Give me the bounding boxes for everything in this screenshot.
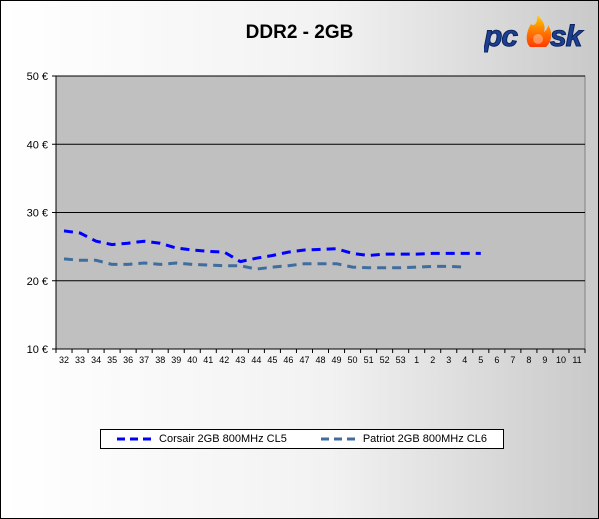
x-tick-label: 4 bbox=[462, 355, 467, 365]
legend-swatch-corsair bbox=[117, 437, 154, 441]
chart-title: DDR2 - 2GB bbox=[245, 22, 354, 43]
legend-entry-corsair: Corsair 2GB 800MHz CL5 bbox=[117, 433, 287, 445]
x-tick-label: 40 bbox=[187, 355, 197, 365]
x-tick-label: 37 bbox=[139, 355, 149, 365]
legend-entry-patriot: Patriot 2GB 800MHz CL6 bbox=[320, 433, 487, 445]
x-tick-label: 2 bbox=[430, 355, 435, 365]
legend-swatch-patriot bbox=[320, 437, 357, 441]
svg-text:sk: sk bbox=[550, 20, 584, 53]
pcsk-logo: pc sk bbox=[484, 15, 585, 54]
x-tick-label: 34 bbox=[91, 355, 101, 365]
legend: Corsair 2GB 800MHz CL5 Patriot 2GB 800MH… bbox=[100, 429, 504, 449]
series-line-patriot bbox=[63, 257, 465, 271]
x-tick-label: 46 bbox=[283, 355, 293, 365]
x-tick-label: 38 bbox=[155, 355, 165, 365]
x-tick-label: 41 bbox=[203, 355, 213, 365]
x-axis-ticks: 32 33 34 35 36 37 38 39 40 41 42 43 44 45 46 47 48 49 50 51… bbox=[55, 349, 586, 365]
series-line-corsair bbox=[63, 229, 481, 264]
x-tick-label: 53 bbox=[396, 355, 406, 365]
x-tick-label: 1 bbox=[414, 355, 419, 365]
legend-label-patriot: Patriot 2GB 800MHz CL6 bbox=[362, 433, 487, 445]
x-tick-label: 9 bbox=[542, 355, 547, 365]
x-tick-label: 43 bbox=[235, 355, 245, 365]
x-tick-label: 49 bbox=[332, 355, 342, 365]
x-tick-label: 52 bbox=[380, 355, 390, 365]
x-tick-label: 10 bbox=[556, 355, 566, 365]
x-tick-label: 33 bbox=[75, 355, 85, 365]
x-tick-label: 8 bbox=[526, 355, 531, 365]
y-tick-label: 50 € bbox=[27, 71, 48, 83]
series-lines bbox=[63, 229, 481, 271]
x-tick-label: 45 bbox=[267, 355, 277, 365]
y-tick-label: 40 € bbox=[27, 139, 48, 151]
x-tick-label: 42 bbox=[219, 355, 229, 365]
y-tick-label: 10 € bbox=[27, 344, 48, 356]
x-tick-label: 36 bbox=[123, 355, 133, 365]
svg-text:pc: pc bbox=[484, 20, 518, 53]
x-tick-label: 11 bbox=[572, 355, 581, 365]
x-tick-label: 5 bbox=[478, 355, 483, 365]
x-tick-label: 35 bbox=[107, 355, 117, 365]
x-tick-label: 48 bbox=[315, 355, 325, 365]
x-tick-label: 44 bbox=[251, 355, 261, 365]
x-tick-label: 50 bbox=[348, 355, 358, 365]
y-axis-ticks: 10 € 20 € 30 € 40 € 50 € bbox=[27, 71, 56, 356]
x-tick-label: 51 bbox=[364, 355, 374, 365]
y-tick-label: 20 € bbox=[27, 276, 48, 288]
x-tick-label: 6 bbox=[494, 355, 499, 365]
x-tick-label: 7 bbox=[510, 355, 515, 365]
y-tick-label: 30 € bbox=[27, 208, 48, 220]
gridlines bbox=[56, 75, 585, 282]
x-tick-label: 3 bbox=[446, 355, 451, 365]
legend-label-corsair: Corsair 2GB 800MHz CL5 bbox=[159, 433, 287, 445]
x-tick-label: 47 bbox=[299, 355, 309, 365]
x-tick-label: 39 bbox=[171, 355, 181, 365]
x-tick-label: 32 bbox=[59, 355, 69, 365]
